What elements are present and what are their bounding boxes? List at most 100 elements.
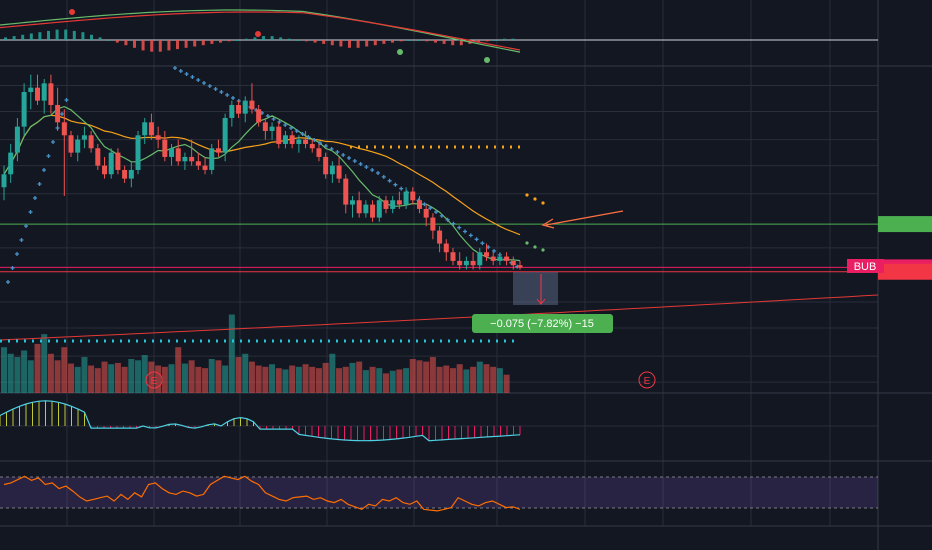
candle xyxy=(155,126,161,149)
volume-bar xyxy=(248,361,255,393)
psar-marker xyxy=(300,132,305,136)
psar-marker xyxy=(399,186,404,191)
psar-marker xyxy=(51,140,55,144)
macd-histogram-bar xyxy=(373,40,377,46)
macd-histogram-bar xyxy=(511,38,515,40)
candle xyxy=(148,113,154,140)
candle-body xyxy=(128,169,134,179)
price-axis[interactable] xyxy=(878,216,932,280)
volume-bar xyxy=(21,350,28,393)
psar-marker xyxy=(196,78,201,82)
volume-bar xyxy=(222,365,229,393)
volume-bar xyxy=(161,366,168,393)
ma-projection-dot xyxy=(541,201,545,205)
candle-body xyxy=(189,156,195,162)
candle-body xyxy=(349,200,355,205)
psar-marker xyxy=(10,266,15,270)
candle-body xyxy=(370,204,376,218)
candle xyxy=(61,109,67,196)
candle xyxy=(48,74,54,114)
volume-bar xyxy=(228,314,235,393)
psar-marker xyxy=(60,112,64,116)
macd-histogram-bar xyxy=(176,40,179,50)
psar-marker xyxy=(341,153,346,157)
candle xyxy=(41,78,47,114)
volume-bar xyxy=(235,357,242,393)
candle xyxy=(396,191,402,209)
drawn-arrow-line[interactable] xyxy=(545,210,624,226)
macd-panel[interactable] xyxy=(0,9,878,63)
candle xyxy=(175,139,181,166)
ma-projection-dot xyxy=(541,248,545,252)
psar-marker xyxy=(19,238,24,242)
candle xyxy=(316,143,322,162)
volume-bar xyxy=(108,364,115,393)
volume-bar xyxy=(295,366,302,393)
volume-bar xyxy=(342,366,349,393)
volume-bar xyxy=(302,364,309,393)
symbol-tag[interactable]: BUB xyxy=(847,259,884,273)
volume-bar xyxy=(275,368,282,393)
volume-bar xyxy=(269,364,276,393)
psar-marker xyxy=(190,75,195,79)
candle xyxy=(323,152,329,179)
candle xyxy=(81,126,87,149)
candle xyxy=(477,247,483,270)
volume-bar xyxy=(94,368,101,393)
candle-body xyxy=(41,83,47,101)
candle xyxy=(490,252,496,266)
psar-marker xyxy=(24,224,28,228)
volume-bar xyxy=(483,364,490,393)
ma-projection-dot xyxy=(525,241,529,245)
macd-histogram-bar xyxy=(219,40,222,43)
macd-histogram-bar xyxy=(313,40,317,43)
psar-marker xyxy=(364,165,369,169)
candle xyxy=(497,252,503,266)
earnings-marker-1[interactable]: E xyxy=(145,371,163,389)
volume-bar xyxy=(503,374,510,393)
candle xyxy=(343,174,349,214)
macd-signal-line xyxy=(0,11,521,51)
candle-body xyxy=(483,252,489,257)
macd-histogram-bar xyxy=(133,40,136,48)
symbol-tag-text: BUB xyxy=(854,261,877,273)
candle-body xyxy=(108,152,114,175)
candle-body xyxy=(242,100,248,114)
candle xyxy=(390,195,396,214)
psar-marker xyxy=(329,147,334,151)
volume-bar xyxy=(443,365,450,393)
macd-histogram-bar xyxy=(38,32,42,40)
measure-box[interactable] xyxy=(513,272,558,305)
candle-body xyxy=(477,252,483,266)
psar-marker xyxy=(428,206,433,211)
rsi-panel[interactable] xyxy=(0,475,878,512)
psar-marker xyxy=(434,210,438,214)
volume-bar xyxy=(356,361,363,393)
earnings-marker-2[interactable]: E xyxy=(638,371,656,389)
psar-marker xyxy=(277,120,282,124)
candle xyxy=(410,187,416,205)
volume-bar xyxy=(74,366,81,393)
price-panel[interactable] xyxy=(0,66,879,393)
candle-body xyxy=(443,243,449,253)
candle xyxy=(423,204,429,227)
candle-body xyxy=(122,169,128,179)
candle xyxy=(430,213,436,240)
measure-tool-label[interactable]: −0.075 (−7.82%) −15 xyxy=(472,314,613,333)
candle-body xyxy=(437,230,443,244)
candle xyxy=(142,117,148,144)
candle xyxy=(256,104,262,127)
candle xyxy=(276,122,282,149)
psar-marker xyxy=(358,162,363,166)
oscillator-panel[interactable] xyxy=(0,400,878,442)
candle-body xyxy=(262,122,268,131)
volume-bar xyxy=(322,362,329,393)
macd-cross-dot xyxy=(484,57,490,63)
candle-body xyxy=(504,256,510,261)
volume-bar xyxy=(403,368,410,393)
candle-body xyxy=(8,152,14,175)
candle xyxy=(416,195,422,214)
candle xyxy=(336,156,342,183)
candle xyxy=(222,113,228,162)
